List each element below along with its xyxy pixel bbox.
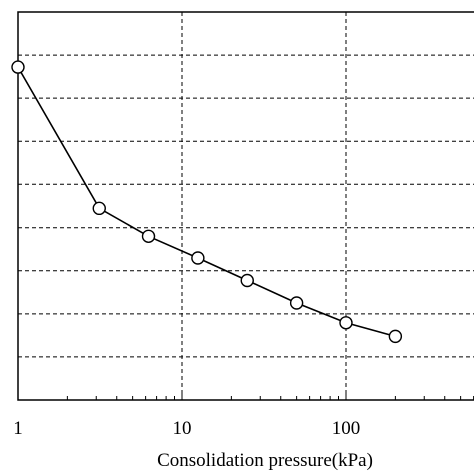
data-series — [11, 60, 403, 344]
x-tick-label: 10 — [173, 418, 192, 439]
x-axis-tick-labels: 1 10 100 — [13, 418, 360, 439]
data-point — [240, 273, 254, 288]
x-tick-label: 100 — [332, 418, 361, 439]
data-point — [191, 251, 205, 265]
data-point — [388, 329, 403, 344]
series-line-0 — [17, 66, 396, 338]
x-tick-label: 1 — [13, 418, 23, 439]
x-axis-title: Consolidation pressure(kPa) — [157, 450, 373, 471]
data-point — [141, 229, 156, 243]
data-point — [11, 60, 25, 74]
x-axis-ticks — [17, 392, 474, 400]
data-point — [92, 201, 106, 216]
grid — [18, 12, 474, 400]
plot-area-frame — [17, 11, 474, 401]
data-point — [339, 316, 353, 330]
data-point — [289, 296, 304, 310]
